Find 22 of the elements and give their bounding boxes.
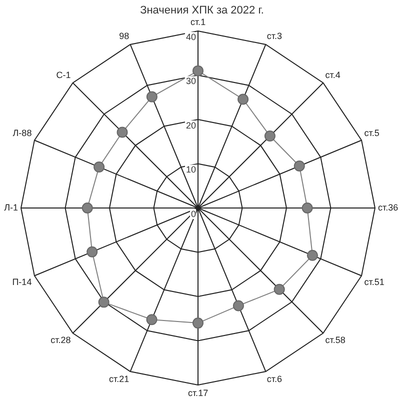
spoke-label: Л-1 (4, 202, 18, 212)
spoke-label: ст.4 (325, 70, 340, 80)
spoke-label: ст.28 (50, 335, 71, 346)
spoke-label: ст.1 (190, 17, 206, 28)
spoke-label: 98 (119, 30, 130, 41)
spoke-label: ст.17 (188, 388, 208, 398)
spoke-label: ст.36 (378, 202, 398, 212)
spoke-label: ст.58 (325, 335, 346, 346)
spoke-label: П-14 (12, 276, 32, 287)
spoke-label: С-1 (56, 70, 71, 80)
spoke-label: ст.51 (364, 276, 384, 287)
y-tick-label: 0 (190, 208, 196, 219)
y-tick-label: 20 (186, 120, 196, 130)
y-tick-label: 30 (186, 76, 196, 86)
spoke-label: ст.3 (266, 30, 282, 41)
spoke-label: Л-88 (12, 128, 32, 138)
chart-title: Значения ХПК за 2022 г. (140, 4, 264, 17)
spoke-label: ст.5 (364, 128, 380, 138)
spoke-label: ст.21 (108, 374, 130, 384)
y-tick-label: 10 (186, 164, 196, 175)
y-tick-label: 40 (186, 32, 196, 42)
spoke-label: ст.6 (266, 374, 282, 384)
